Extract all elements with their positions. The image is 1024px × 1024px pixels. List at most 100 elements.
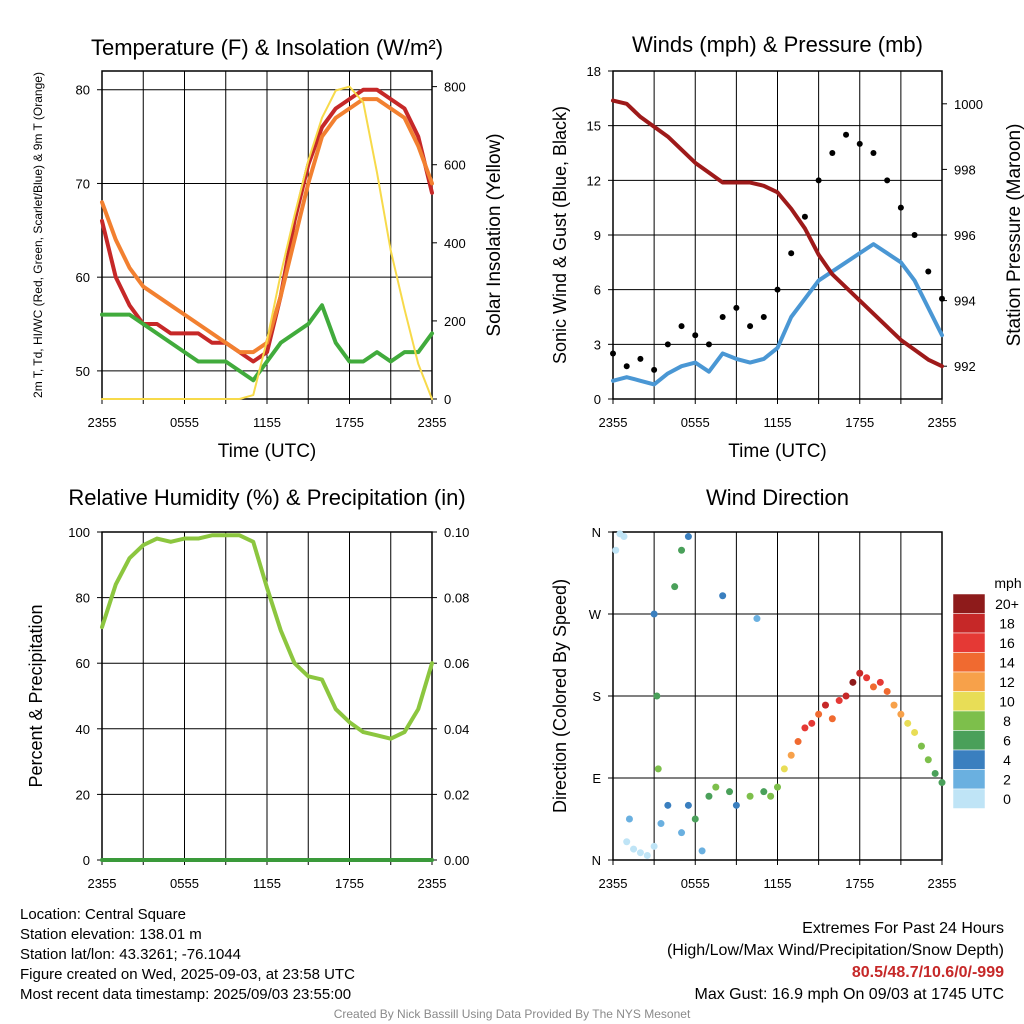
- gust-point: [801, 213, 808, 220]
- station-location: Location: Central Square: [20, 906, 186, 923]
- direction-point: [753, 615, 761, 623]
- direction-point: [911, 728, 919, 736]
- y2-tick-label: 998: [954, 162, 976, 177]
- y2-tick-label: 992: [954, 359, 976, 374]
- y2-tick-label: 200: [444, 314, 466, 329]
- direction-point: [835, 697, 843, 705]
- y-axis-label: 2m T, Td, HI/WC (Red, Green, Scarlet/Blu…: [31, 72, 45, 398]
- direction-point: [815, 710, 823, 718]
- gust-point: [733, 304, 740, 311]
- direction-point: [917, 742, 925, 750]
- direction-point: [705, 792, 713, 800]
- direction-point: [801, 724, 809, 732]
- direction-point: [774, 783, 781, 791]
- x-tick-label: 2355: [928, 415, 957, 430]
- gust-point: [610, 350, 616, 357]
- y2-tick-label: 800: [444, 80, 466, 95]
- legend-label: 12: [999, 674, 1015, 690]
- gust-point: [623, 363, 630, 370]
- direction-point: [650, 842, 658, 850]
- y-tick-label: W: [589, 607, 602, 622]
- gust-point: [664, 341, 671, 348]
- series-line: [100, 87, 434, 364]
- x-tick-label: 1755: [845, 876, 874, 891]
- y2-tick-label: 994: [954, 294, 976, 309]
- direction-point: [938, 779, 946, 787]
- series-line: [611, 242, 944, 387]
- legend-label: 14: [999, 655, 1015, 671]
- y2-tick-label: 0.04: [444, 722, 469, 737]
- gust-point: [774, 286, 781, 293]
- direction-point: [924, 756, 932, 764]
- direction-point: [650, 610, 658, 618]
- x-tick-label: 1155: [764, 876, 792, 891]
- station-info: Location: Central Square Station elevati…: [20, 905, 355, 1005]
- x-tick-label: 0555: [170, 415, 199, 430]
- x-tick-label: 1155: [764, 415, 792, 430]
- y2-tick-label: 0.02: [444, 787, 469, 802]
- gust-point: [637, 355, 644, 362]
- direction-point: [780, 765, 788, 773]
- y-tick-label: 70: [76, 176, 90, 191]
- legend-swatch: [952, 593, 986, 614]
- gust-point: [897, 204, 904, 211]
- y-tick-label: 20: [76, 787, 90, 802]
- x-axis-label: Time (UTC): [218, 441, 317, 462]
- recent-timestamp: Most recent data timestamp: 2025/09/03 2…: [20, 986, 352, 1003]
- x-tick-label: 1755: [335, 876, 364, 891]
- legend-label: 16: [999, 635, 1015, 651]
- y2-tick-label: 1000: [954, 97, 983, 112]
- direction-point: [746, 792, 754, 800]
- figure-created: Figure created on Wed, 2025-09-03, at 23…: [20, 966, 355, 983]
- y-tick-label: 18: [587, 64, 601, 79]
- y2-tick-label: 0.08: [444, 591, 469, 606]
- direction-point: [654, 765, 662, 773]
- x-tick-label: 2355: [418, 876, 447, 891]
- x-tick-label: 1155: [253, 876, 281, 891]
- y2-tick-label: 996: [954, 228, 976, 243]
- direction-point: [869, 683, 877, 691]
- legend-swatch: [952, 632, 986, 653]
- direction-point: [691, 815, 699, 823]
- x-tick-label: 2355: [599, 876, 628, 891]
- direction-point: [808, 719, 816, 727]
- direction-point: [712, 783, 720, 791]
- y-tick-label: 15: [587, 119, 601, 134]
- gust-point: [651, 366, 658, 373]
- legend-label: 18: [999, 616, 1015, 632]
- legend-swatch: [952, 652, 986, 673]
- y-tick-label: E: [592, 771, 601, 786]
- y2-tick-label: 0.00: [444, 853, 469, 868]
- gust-point: [911, 232, 918, 238]
- x-tick-label: 0555: [170, 876, 199, 891]
- extremes-values: 80.5/48.7/10.6/0/-999: [851, 964, 1004, 981]
- legend-swatch: [952, 613, 986, 634]
- chart-title: Temperature (F) & Insolation (W/m²): [91, 35, 443, 60]
- direction-point: [664, 801, 672, 809]
- credit-line: Created By Nick Bassill Using Data Provi…: [333, 1007, 691, 1021]
- series-line: [100, 533, 434, 741]
- direction-point: [636, 849, 644, 857]
- y-tick-label: S: [592, 689, 601, 704]
- y-tick-label: 40: [76, 722, 90, 737]
- y-tick-label: N: [592, 525, 601, 540]
- gust-point: [747, 323, 754, 330]
- gust-point: [856, 140, 863, 147]
- gust-point: [925, 268, 932, 275]
- series-line: [101, 85, 433, 400]
- direction-point: [821, 701, 829, 709]
- gust-point: [843, 131, 850, 138]
- x-tick-label: 0555: [681, 876, 710, 891]
- direction-point: [678, 829, 686, 837]
- y-tick-label: 12: [587, 173, 601, 188]
- chart-panel-4: 2355 0555 1155 1755 2355 N E S W N Wind Direction D…: [550, 485, 1022, 891]
- extremes-title: Extremes For Past 24 Hours: [802, 920, 1004, 937]
- legend-swatch: [952, 749, 986, 770]
- legend-title: mph: [994, 575, 1021, 591]
- direction-point: [719, 592, 727, 600]
- legend-label: 8: [1003, 713, 1011, 729]
- x-tick-label: 0555: [681, 415, 710, 430]
- series-line: [100, 303, 434, 383]
- x-tick-label: 1755: [335, 415, 364, 430]
